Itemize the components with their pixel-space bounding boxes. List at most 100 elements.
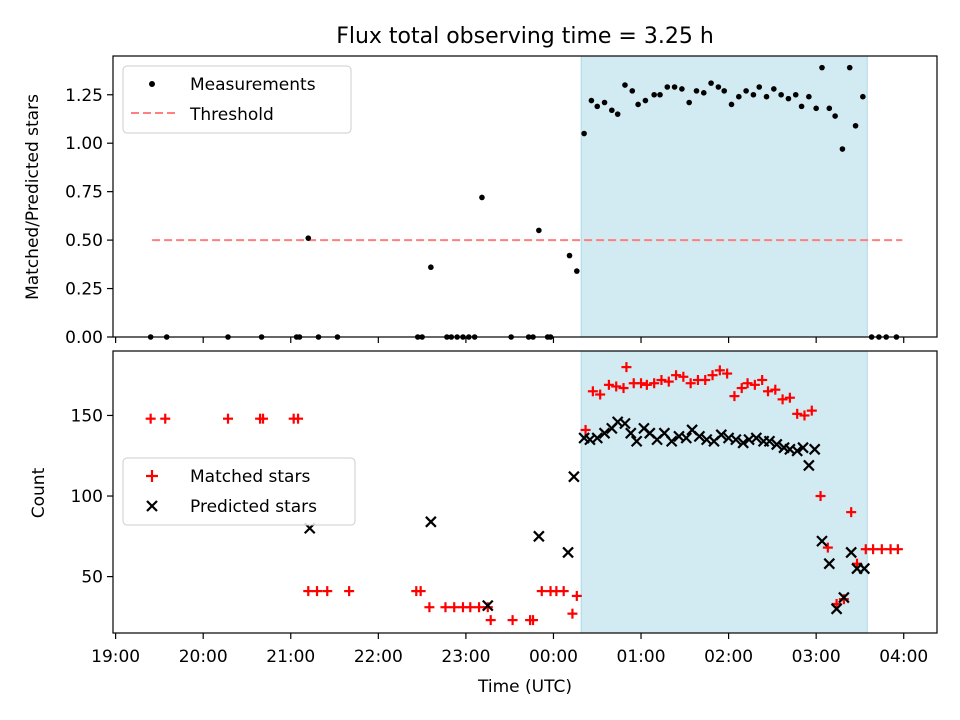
predicted-star-stroke-b [838,591,850,604]
bottom-y-tick-label: 100 [71,487,103,507]
top-legend: Measurements Threshold [122,65,352,134]
measurement-point [792,91,799,98]
legend-measurements-marker [149,81,155,87]
predicted-star-point [533,530,545,543]
matched-star-point [749,379,760,390]
predicted-star-stroke-b [823,557,836,570]
predicted-star-stroke-b [533,530,545,543]
predicted-star-stroke-b [797,441,809,454]
measurement-point [750,91,757,98]
bottom-legend-box [122,457,356,526]
matched-star-point [656,375,667,386]
matched-star-point [784,392,795,403]
bottom-highlight-rect [580,350,868,634]
matched-star-point [618,383,629,394]
top-y-tick-label: 1.00 [65,134,103,154]
matched-star-point [770,384,781,395]
matched-star-point [868,544,879,555]
matched-star-point [621,362,632,373]
measurement-point [771,86,777,92]
measurement-point [629,88,636,94]
measurement-point [785,95,792,102]
top-y-tick-label: 0.75 [65,183,103,203]
predicted-star-stroke-b [750,432,763,444]
predicted-star-point [838,591,850,604]
predicted-star-point [830,603,843,615]
bottom-highlight-span [580,350,868,634]
predicted-star-point [665,435,678,448]
matched-star-point [160,413,171,424]
matched-star-point [567,608,578,619]
measurement-point [852,122,859,129]
measurement-point [635,101,641,108]
predicted-star-stroke-b [737,437,749,449]
predicted-star-stroke-b [584,433,596,446]
x-tick-label: 21:00 [266,647,315,667]
legend-predicted-label: Predicted stars [190,497,317,517]
matched-star-point [892,544,903,555]
bottom-y-axis-label: Count [29,467,49,518]
predicted-star-stroke-b [686,424,698,436]
top-panel: 0.00 0.25 0.50 0.75 1.00 1.25 Matched/Predict… [23,55,938,348]
matched-star-point [449,602,460,613]
matched-star-point [777,394,788,405]
matched-star-point [700,375,711,386]
top-highlight-span [580,55,868,338]
measurement-point [860,93,866,100]
measurement-point [806,93,812,100]
matched-star-point [322,586,333,597]
x-tick-label: 22:00 [354,647,403,667]
predicted-star-point [630,435,643,448]
matched-star-point [649,378,660,389]
matched-star-point [671,370,682,381]
top-y-tick-label: 1.25 [65,86,103,106]
matched-star-point [714,365,725,376]
matched-star-point [815,491,826,502]
matched-stars-points [145,362,903,626]
predicted-star-point [625,427,637,439]
predicted-star-point [715,429,728,441]
bottom-x-ticks: 19:00 20:00 21:00 22:00 23:00 00:00 01:00 02:00… [91,633,928,667]
predicted-star-stroke-b [830,603,843,615]
matched-star-point [424,602,435,613]
predicted-star-stroke-b [743,433,755,446]
matched-star-point [736,383,747,394]
predicted-star-stroke-b [715,429,728,441]
measurement-point [679,86,685,92]
matched-star-point [507,615,518,626]
measurement-point [642,97,649,104]
matched-star-point [482,602,493,613]
predicted-star-point [598,427,611,439]
measurement-points [147,64,900,340]
predicted-star-stroke-b [858,562,871,575]
measurement-point [609,107,615,114]
measurement-point [708,80,714,86]
predicted-star-stroke-b [816,535,828,547]
predicted-star-stroke-b [568,470,580,483]
measurement-point [721,88,728,94]
predicted-star-point [770,438,783,451]
x-tick-label: 04:00 [879,647,928,667]
top-y-ticks: 0.00 0.25 0.50 0.75 1.00 1.25 [65,86,113,348]
matched-star-point [822,542,833,553]
matched-star-point [580,424,591,435]
measurement-point [479,194,485,201]
matched-star-point [757,375,768,386]
measurement-point [819,64,825,71]
matched-star-point [293,413,304,424]
predicted-star-point [730,433,742,446]
predicted-star-point [737,437,749,449]
top-y-tick-label: 0.00 [65,328,103,348]
matched-star-point [799,410,810,421]
predicted-star-stroke-b [591,432,604,444]
predicted-star-point [816,535,828,547]
matched-star-point [876,544,887,555]
matched-star-point [707,370,718,381]
predicted-star-point [482,599,494,612]
measurement-point [581,130,587,137]
matched-star-point [258,413,269,424]
matched-star-point [762,386,773,397]
matched-star-point [729,391,740,402]
x-tick-label: 19:00 [91,647,140,667]
measurement-point [728,101,735,108]
